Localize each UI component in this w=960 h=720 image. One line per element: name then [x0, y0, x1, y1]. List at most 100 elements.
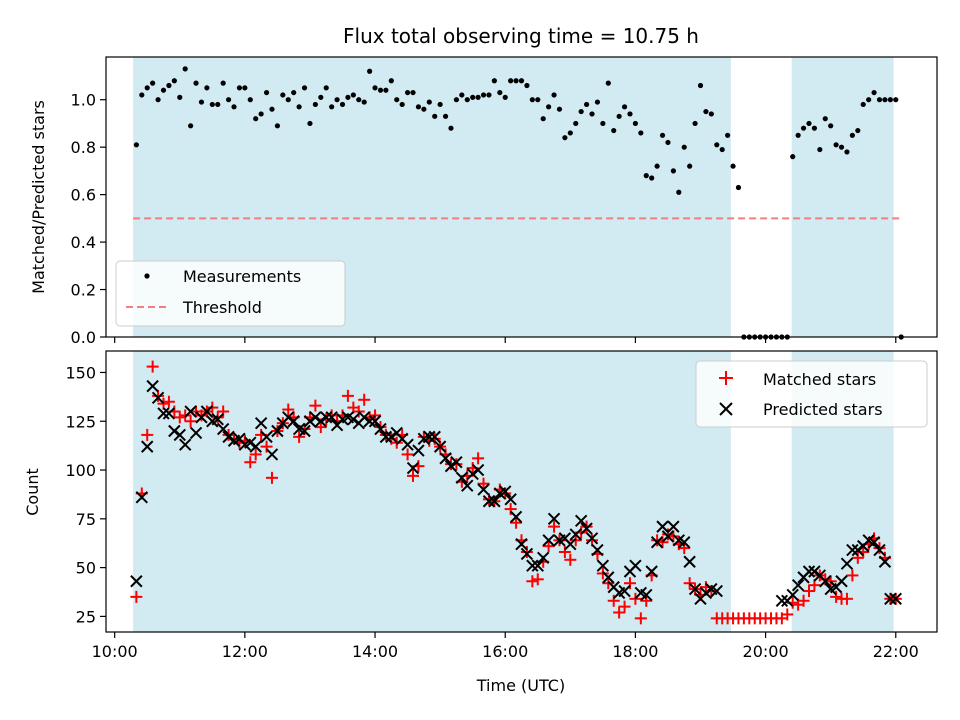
- predicted-star-point: [499, 485, 512, 498]
- predicted-star-point: [840, 557, 854, 570]
- measurement-point: [687, 163, 693, 169]
- measurement-point: [594, 99, 601, 105]
- predicted-star-point: [536, 551, 550, 565]
- measurement-point: [882, 97, 888, 103]
- measurement-point: [589, 111, 595, 117]
- matched-star-point: [162, 395, 175, 408]
- measurement-point: [459, 92, 465, 98]
- predicted-star-point: [130, 575, 143, 588]
- predicted-star-point: [450, 456, 463, 469]
- matched-star-point: [358, 393, 371, 406]
- predicted-star-point: [357, 411, 371, 424]
- measurement-point: [893, 97, 899, 103]
- measurement-point: [350, 92, 356, 98]
- measurement-point: [470, 94, 476, 100]
- measurement-point: [556, 106, 563, 112]
- predicted-star-point: [574, 514, 588, 527]
- measurement-point: [735, 184, 742, 191]
- predicted-star-point: [466, 467, 479, 481]
- count-xtick-label: 14:00: [352, 642, 398, 661]
- matched-star-point: [217, 405, 230, 418]
- predicted-star-point: [309, 411, 322, 424]
- matched-star-point: [580, 520, 593, 533]
- matched-star-point: [607, 594, 620, 607]
- measurement-point: [160, 87, 167, 93]
- measurement-point: [258, 111, 264, 117]
- count-xtick-label: 16:00: [482, 642, 528, 661]
- matched-star-point: [407, 469, 420, 482]
- measurement-point: [659, 132, 666, 138]
- matched-star-point: [542, 540, 555, 553]
- matched-star-point: [179, 409, 192, 422]
- measurement-point: [421, 106, 427, 112]
- measurement-point: [665, 139, 671, 146]
- matched-star-point: [309, 399, 322, 412]
- matched-star-point: [282, 403, 295, 416]
- measurement-point: [442, 113, 449, 119]
- predicted-star-point: [401, 438, 414, 451]
- predicted-star-point: [379, 430, 393, 444]
- measurement-point: [399, 101, 405, 108]
- count-ytick-label: 25: [76, 607, 96, 626]
- measurement-point: [274, 123, 281, 129]
- predicted-star-point: [531, 559, 544, 572]
- matched-star-point: [634, 612, 647, 625]
- predicted-star-point: [819, 575, 832, 588]
- matched-star-point: [369, 409, 382, 422]
- predicted-star-point: [564, 537, 577, 551]
- measurement-point: [605, 80, 611, 86]
- matched-star-point: [184, 415, 197, 428]
- matched-star-point: [797, 594, 810, 607]
- measurement-point: [632, 120, 639, 127]
- measurement-point: [415, 104, 422, 110]
- matched-star-point: [548, 520, 561, 533]
- predicted-star-point: [178, 438, 192, 451]
- matched-star-point: [249, 448, 262, 461]
- measurement-point: [583, 101, 590, 108]
- predicted-star-point: [298, 424, 311, 438]
- count-ytick-label: 100: [65, 461, 96, 480]
- matched-star-point: [846, 569, 859, 582]
- measurement-point: [497, 89, 503, 96]
- measurement-point: [269, 106, 275, 112]
- measurement-point: [855, 127, 861, 134]
- predicted-star-point: [683, 555, 696, 568]
- matched-star-point: [520, 545, 533, 558]
- predicted-star-point: [878, 555, 892, 568]
- predicted-star-point: [423, 430, 436, 444]
- measurement-point: [383, 87, 389, 93]
- measurement-point: [426, 99, 432, 105]
- matched-star-point: [472, 452, 485, 465]
- predicted-star-point: [656, 520, 669, 533]
- matched-star-point: [808, 579, 821, 592]
- predicted-star-point: [569, 528, 582, 541]
- measurement-point: [253, 116, 259, 122]
- predicted-star-point: [802, 565, 816, 578]
- measurement-point: [193, 80, 199, 86]
- matched-star-point: [629, 592, 642, 605]
- matched-star-point: [564, 553, 577, 566]
- measurement-point: [676, 189, 682, 195]
- predicted-star-point: [520, 547, 534, 561]
- predicted-star-point: [200, 405, 214, 418]
- measurement-point: [725, 132, 731, 138]
- matched-star-point: [558, 545, 571, 558]
- ratio-ytick-label: 0.8: [71, 138, 96, 157]
- predicted-star-point: [168, 424, 181, 438]
- predicted-star-point: [135, 491, 149, 504]
- measurement-point: [513, 78, 519, 84]
- predicted-star-point: [808, 565, 821, 578]
- matched-star-point: [141, 428, 154, 441]
- predicted-star-point: [244, 436, 257, 449]
- measurement-point: [567, 130, 573, 136]
- chart-title: Flux total observing time = 10.75 h: [343, 24, 699, 48]
- count-panel-xlabel: Time (UTC): [476, 676, 565, 695]
- predicted-star-point: [786, 588, 799, 602]
- measurement-point: [188, 123, 194, 129]
- measurement-point: [508, 78, 514, 84]
- predicted-star-point: [173, 428, 186, 442]
- ratio-legend: Measurements Threshold: [115, 260, 346, 327]
- predicted-star-point: [249, 440, 262, 453]
- measurement-point: [708, 111, 714, 117]
